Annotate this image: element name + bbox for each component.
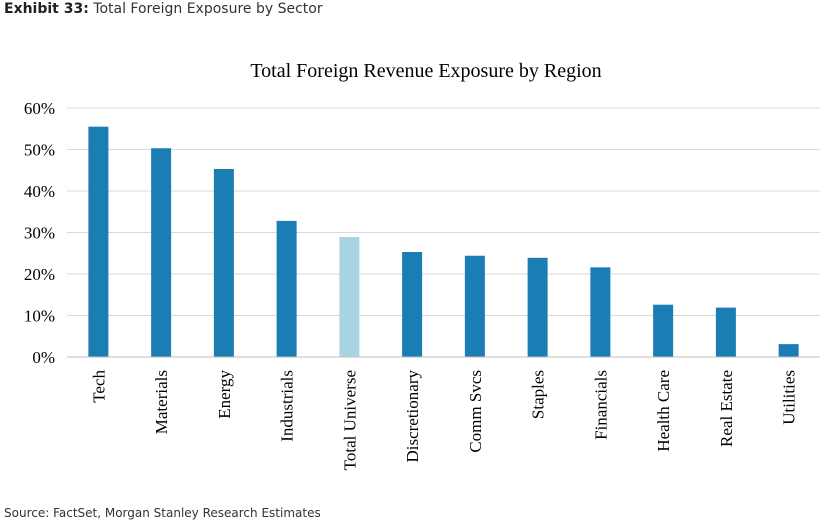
x-tick-label: Tech: [89, 370, 108, 403]
bar: [88, 126, 109, 357]
y-tick-label: 60%: [24, 99, 55, 118]
x-tick-label: Discretionary: [403, 370, 422, 463]
bar: [276, 220, 297, 357]
y-tick-label: 30%: [24, 224, 55, 243]
bar: [590, 267, 611, 357]
exhibit-heading: Exhibit 33: Total Foreign Exposure by Se…: [4, 0, 323, 18]
x-axis: Tech Materials Energy Industrials Total Univ…: [67, 356, 820, 470]
x-tick-label: Total Universe: [340, 370, 359, 470]
x-tick-label: Staples: [529, 370, 548, 419]
y-tick-label: 0%: [32, 348, 55, 367]
x-tick-label: Comm Svcs: [466, 370, 485, 453]
bar: [151, 148, 172, 357]
bar: [213, 169, 234, 357]
bar: [778, 344, 799, 357]
gridlines: [67, 107, 820, 316]
x-tick-label: Utilities: [780, 370, 799, 425]
x-tick-label: Health Care: [654, 370, 673, 452]
bar: [653, 304, 674, 357]
y-axis: 0% 10% 20% 30% 40% 50% 60%: [24, 99, 55, 367]
x-tick-label: Materials: [152, 370, 171, 434]
bars: [88, 126, 799, 357]
bar: [402, 252, 423, 357]
exhibit-label: Exhibit 33:: [4, 1, 89, 17]
x-tick-label: Real Estate: [717, 370, 736, 447]
bar: [464, 255, 485, 357]
bar: [339, 237, 360, 357]
x-tick-label: Financials: [591, 370, 610, 440]
bar: [715, 307, 736, 357]
exhibit-title: Total Foreign Exposure by Sector: [93, 1, 323, 17]
y-tick-label: 20%: [24, 265, 55, 284]
chart-title: Total Foreign Revenue Exposure by Region: [250, 60, 601, 82]
source-note: Source: FactSet, Morgan Stanley Research…: [4, 506, 321, 520]
x-tick-label: Industrials: [278, 370, 297, 442]
y-tick-label: 50%: [24, 141, 55, 160]
bar: [527, 257, 548, 357]
y-tick-label: 40%: [24, 182, 55, 201]
y-tick-label: 10%: [24, 307, 55, 326]
x-tick-label: Energy: [215, 370, 234, 419]
